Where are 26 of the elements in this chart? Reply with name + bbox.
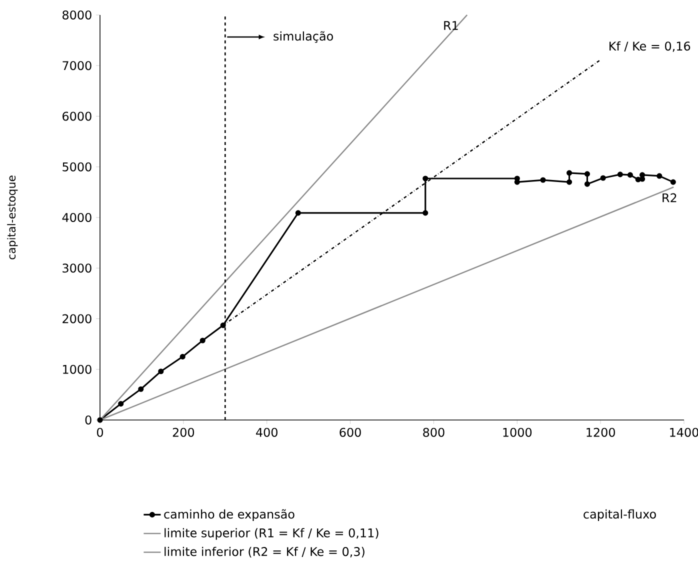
annotation: R1 [444,21,458,30]
y-tick-label: 1000 [63,364,92,374]
y-tick-label: 0 [85,415,92,425]
x-tick-label: 800 [423,428,444,437]
x-tick-label: 600 [340,428,361,437]
x-tick-label: 200 [172,428,194,437]
x-tick-label: 0 [96,428,104,437]
x-tick-label: 400 [256,428,278,437]
annotation: R2 [662,193,676,202]
y-tick-label: 6000 [62,112,92,121]
ref-line-label: simulação [274,31,333,43]
y-tick-label: 4000 [62,212,92,222]
y-axis-title: capital-estoque [7,176,18,260]
y-tick-label: 2000 [62,314,92,324]
legend-label: caminho de expansão [164,509,294,521]
y-tick-label: 3000 [62,264,92,273]
y-tick-label: 5000 [62,162,92,172]
x-tick-label: 1200 [586,428,615,437]
legend-label: limite superior (R1 = Kf / Ke = 0,11) [164,528,378,540]
x-tick-label: 1000 [503,428,532,437]
y-tick-label: 8000 [62,10,92,20]
annotation: Kf / Ke = 0,16 [610,41,690,52]
y-tick-label: 7000 [62,61,92,70]
legend-label: limite inferior (R2 = Kf / Ke = 0,3) [164,546,364,558]
x-tick-label: 1400 [670,428,698,437]
text: capital-fluxo [584,509,656,521]
